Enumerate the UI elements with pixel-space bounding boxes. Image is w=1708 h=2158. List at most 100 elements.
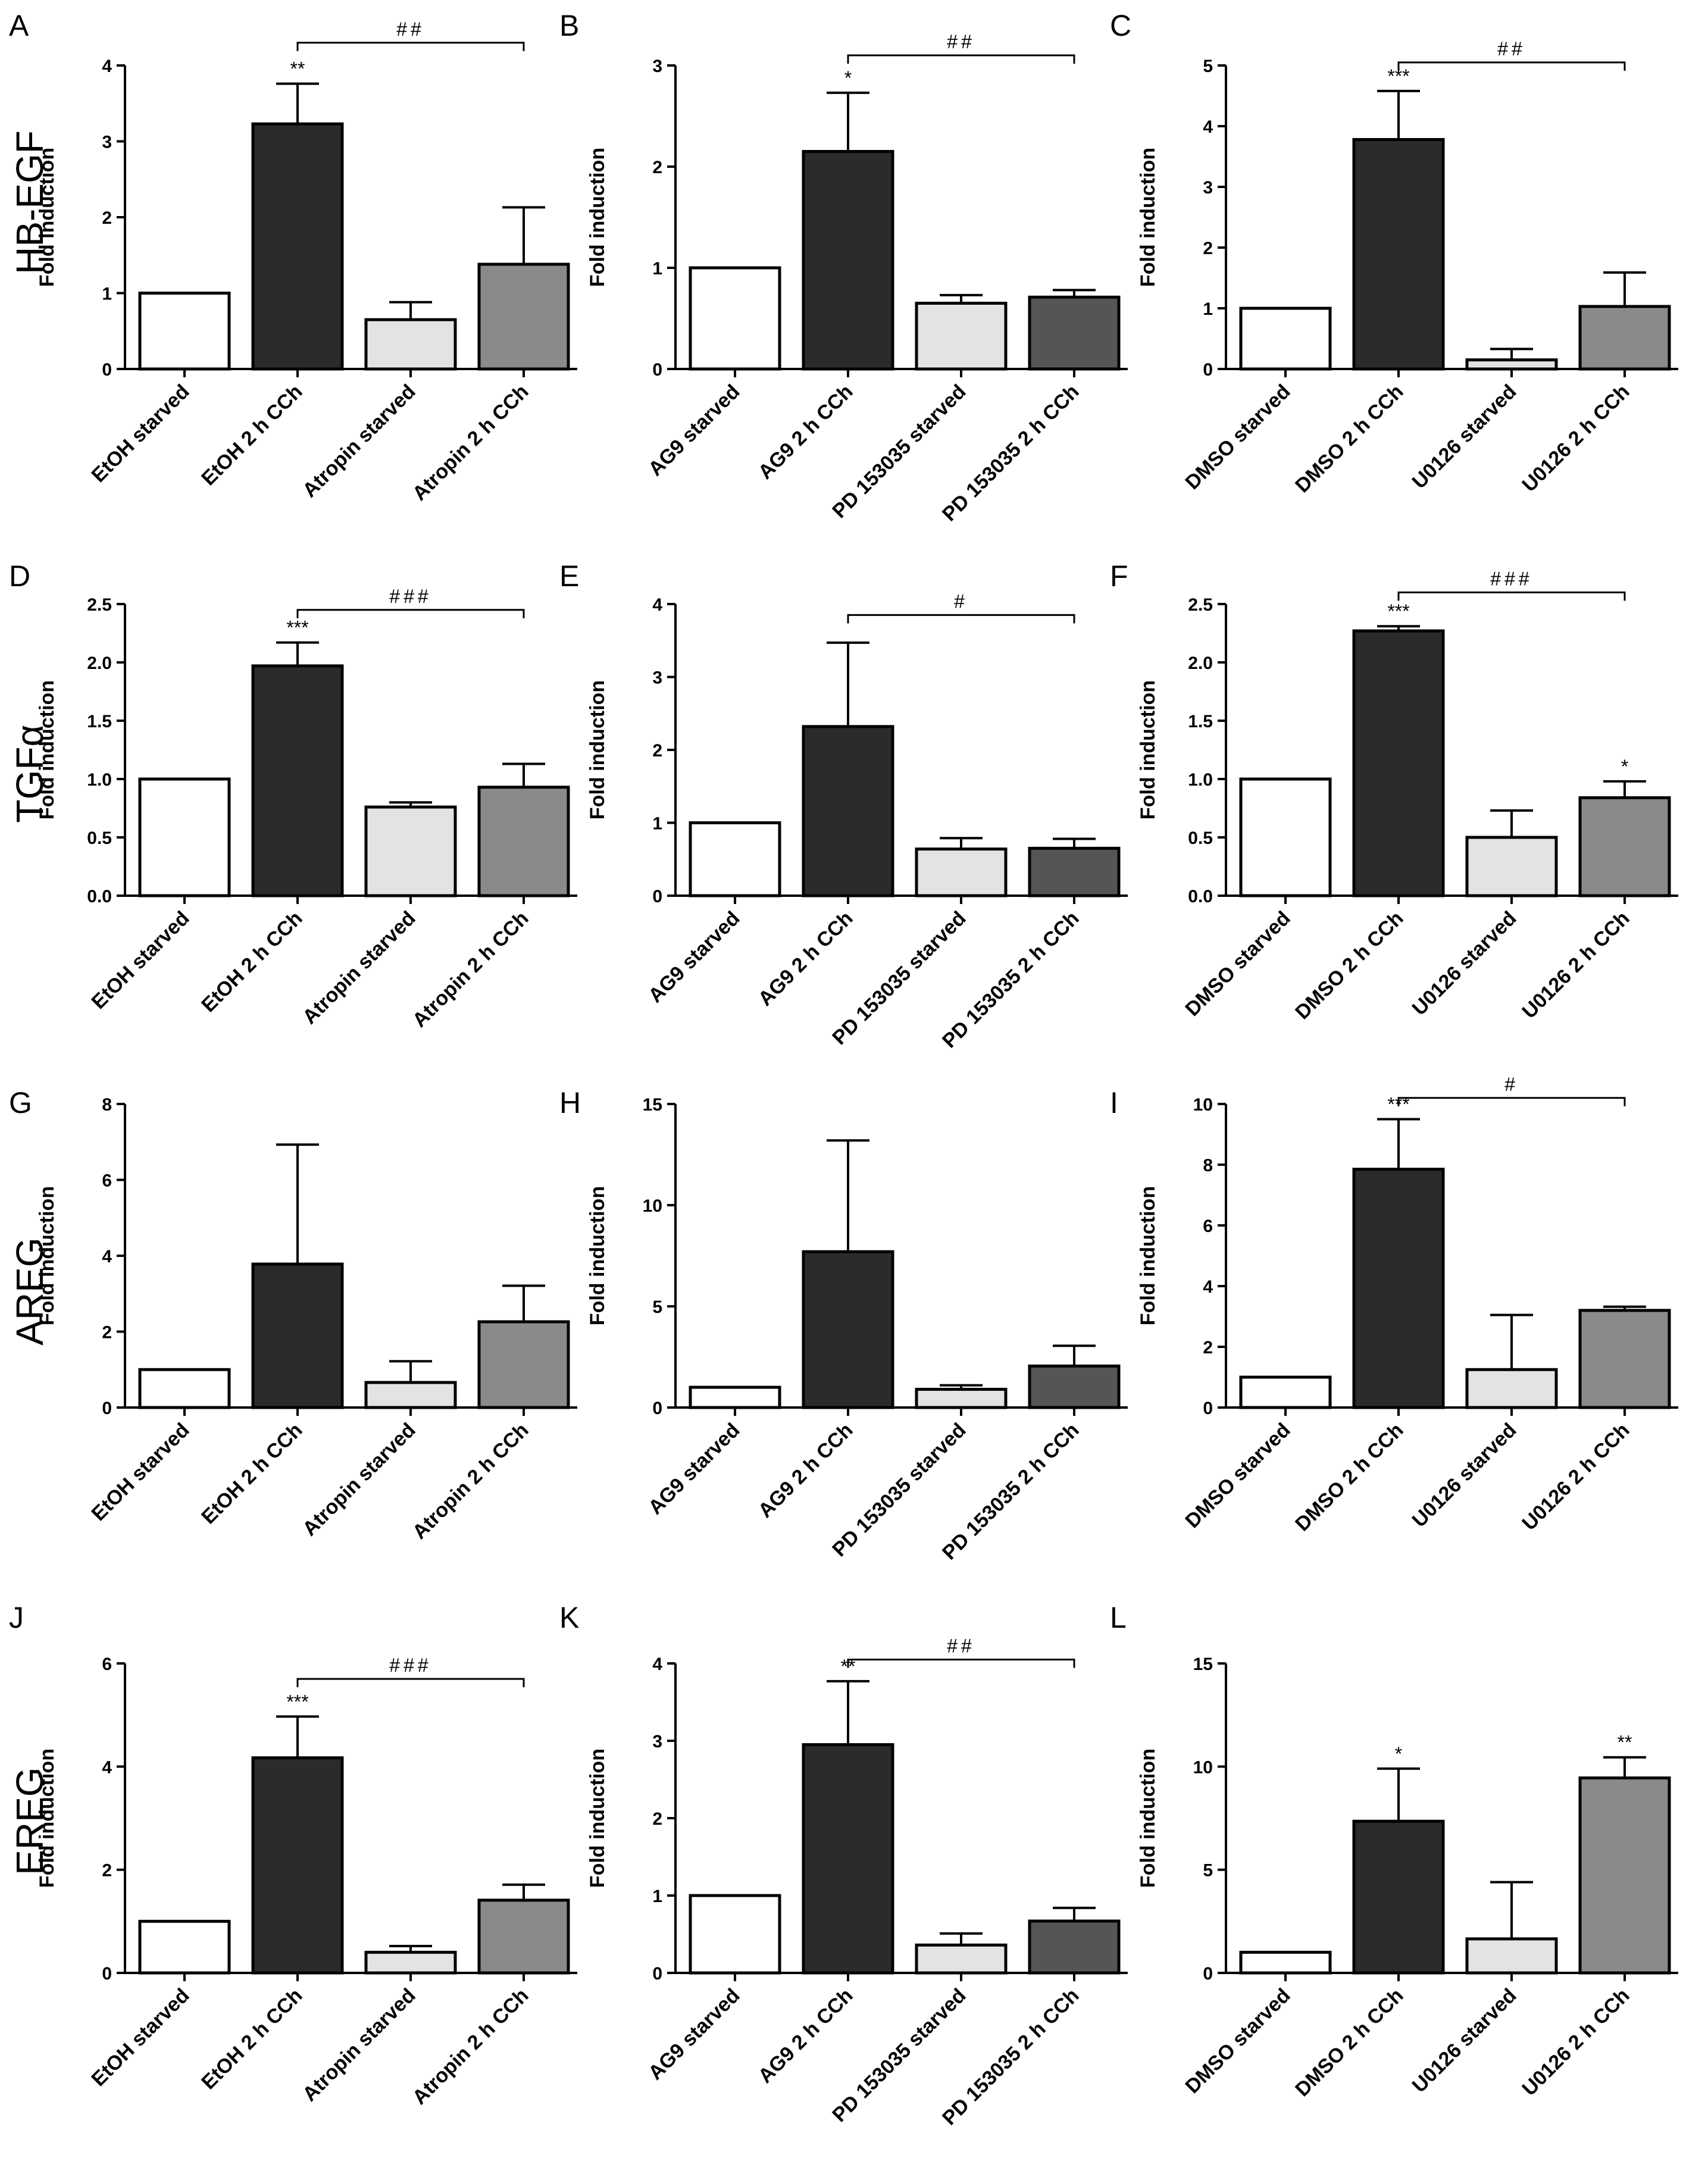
- y-tick-label: 3: [652, 57, 662, 76]
- chart-panel-h: H Fold induction 0 5 10 15 AG9 starved AG9 2 h …: [559, 1086, 1128, 1564]
- bar: [138, 1919, 231, 1975]
- y-tick-label: 0.0: [1188, 887, 1213, 906]
- category-label: Atropin starved: [298, 1419, 420, 1541]
- bar: [1578, 1776, 1671, 1975]
- category-label: EtOH starved: [87, 1984, 193, 2091]
- bar: [138, 777, 231, 897]
- y-tick-label: 2: [652, 1809, 662, 1829]
- bar: [1028, 1364, 1121, 1409]
- y-axis-label: Fold induction: [1137, 1749, 1159, 1888]
- bar: [1028, 846, 1121, 897]
- bar: [1352, 629, 1445, 897]
- chart-panel-f: F Fold induction 0.0 0.5 1.0 1.5 2.0 2.5 DMSO st…: [1110, 559, 1678, 1024]
- y-tick-label: 15: [1193, 1655, 1213, 1674]
- bar: [802, 1743, 894, 1975]
- y-tick-label: 1: [652, 259, 662, 279]
- category-label: EtOH starved: [87, 907, 193, 1014]
- significance-label: **: [1618, 1732, 1632, 1753]
- y-axis-label: Fold induction: [1137, 680, 1159, 820]
- bar: [1239, 1375, 1332, 1409]
- category-label: U0126 starved: [1408, 1419, 1521, 1532]
- significance-label: *: [844, 67, 852, 89]
- chart-panel-a: A Fold induction 0 1 2 3 4 EtOH starved ** EtOH 2…: [9, 9, 577, 505]
- category-label: Atropin starved: [298, 1984, 420, 2106]
- bracket-label: ##: [947, 31, 975, 52]
- bar: [1352, 1819, 1445, 1975]
- y-tick-label: 5: [1203, 1861, 1213, 1881]
- row-labels: HB-EGF TGFα AREG EREG: [8, 130, 51, 1875]
- y-tick-label: 4: [102, 57, 112, 76]
- bar: [1578, 305, 1671, 371]
- y-axis-label: Fold induction: [36, 1186, 58, 1325]
- category-label: DMSO starved: [1181, 1419, 1294, 1533]
- bracket-label: ##: [396, 18, 425, 40]
- y-axis-label: Fold induction: [586, 1186, 609, 1325]
- y-tick-label: 3: [102, 133, 112, 152]
- bar: [251, 122, 344, 371]
- significance-bracket: [847, 1659, 1075, 1668]
- significance-bracket: [1397, 591, 1626, 601]
- bracket-label: #: [954, 590, 968, 612]
- y-tick-label: 1: [1203, 299, 1213, 319]
- y-tick-label: 1.5: [87, 712, 112, 731]
- y-tick-label: 4: [1203, 1277, 1213, 1297]
- significance-bracket: [296, 1678, 525, 1687]
- y-tick-label: 3: [652, 1732, 662, 1752]
- y-tick-label: 0: [102, 1399, 112, 1418]
- row-label-areg: AREG: [8, 1237, 51, 1345]
- y-tick-label: 0.5: [87, 828, 112, 848]
- panel-letter: B: [559, 9, 579, 42]
- y-tick-label: 0: [102, 360, 112, 380]
- significance-label: *: [1395, 1743, 1402, 1765]
- panel-letter: L: [1110, 1601, 1127, 1634]
- y-tick-label: 4: [652, 1655, 662, 1674]
- bar: [251, 1262, 344, 1409]
- panel-letter: J: [9, 1601, 24, 1634]
- bar: [802, 725, 894, 897]
- bar: [689, 266, 781, 371]
- significance-bracket: [296, 609, 525, 618]
- chart-panel-b: B Fold induction 0 1 2 3 AG9 starved * AG9 2 h C…: [559, 9, 1128, 526]
- y-tick-label: 2.5: [1188, 595, 1213, 615]
- significance-bracket: [296, 42, 525, 51]
- bar: [1578, 1309, 1671, 1409]
- bar: [1465, 358, 1558, 371]
- y-tick-label: 4: [1203, 117, 1213, 137]
- bar: [689, 1894, 781, 1975]
- bar: [915, 1387, 1008, 1409]
- category-label: U0126 starved: [1408, 1984, 1521, 2097]
- bar: [1028, 1919, 1121, 1975]
- y-tick-label: 2.0: [87, 653, 112, 673]
- category-label: AG9 2 h CCh: [754, 380, 858, 484]
- y-tick-label: 2: [102, 208, 112, 228]
- bar: [915, 302, 1008, 371]
- category-label: EtOH 2 h CCh: [197, 907, 306, 1017]
- row-label-hb-egf: HB-EGF: [8, 130, 51, 274]
- bar: [802, 1250, 894, 1409]
- bar: [477, 1899, 570, 1975]
- bar: [477, 786, 570, 897]
- bar: [138, 292, 231, 371]
- bar: [1578, 796, 1671, 897]
- panel-letter: C: [1110, 9, 1131, 42]
- category-label: U0126 starved: [1408, 380, 1521, 493]
- y-tick-label: 2: [1203, 239, 1213, 258]
- category-label: Atropin 2 h CCh: [408, 907, 533, 1032]
- row-label-ereg: EREG: [8, 1767, 51, 1875]
- bar: [364, 805, 457, 897]
- y-tick-label: 1: [102, 284, 112, 304]
- bar: [915, 847, 1008, 897]
- y-tick-label: 6: [102, 1171, 112, 1191]
- y-tick-label: 0.0: [87, 887, 112, 906]
- y-tick-label: 1.5: [1188, 712, 1213, 731]
- category-label: EtOH starved: [87, 1419, 193, 1525]
- y-tick-label: 0.5: [1188, 828, 1213, 848]
- row-label-tgfa: TGFα: [8, 725, 51, 823]
- significance-bracket: [847, 614, 1075, 624]
- bar: [1239, 1950, 1332, 1975]
- category-label: DMSO starved: [1181, 380, 1294, 494]
